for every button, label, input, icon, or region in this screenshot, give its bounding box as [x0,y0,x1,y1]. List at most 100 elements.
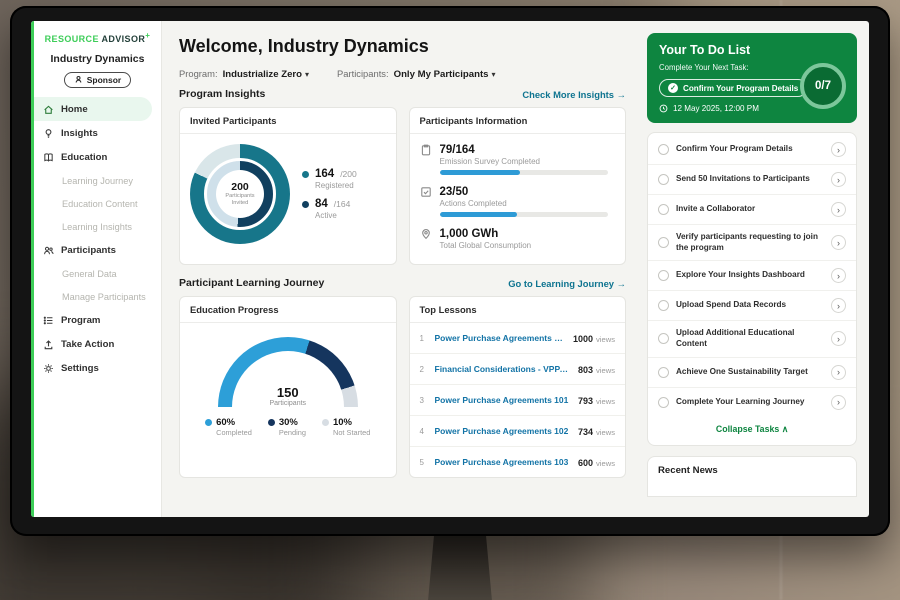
lesson-link[interactable]: Power Purchase Agreements 101 [434,333,565,343]
lesson-views: 734 [577,427,593,437]
task-checkbox[interactable] [658,237,669,249]
task-checkbox[interactable] [658,366,669,378]
task-checkbox[interactable] [658,270,669,282]
task-checkbox[interactable] [658,300,669,312]
chevron-right-icon[interactable]: › [831,142,846,157]
sidebar-item-learning-insights[interactable]: Learning Insights [34,215,161,238]
program-filter-value[interactable]: Industrialize Zero [222,69,302,80]
arrow-right-icon: → [616,277,626,289]
legend-label: Completed [216,428,252,437]
task-row-explore-insights[interactable]: Explore Your Insights Dashboard › [648,261,856,292]
sidebar-item-home[interactable]: Home [34,97,152,121]
sidebar-item-label: Take Action [61,338,115,350]
chevron-up-icon: ∧ [781,423,789,434]
legend-item-registered: 164 /200 Registered [302,168,357,190]
chevron-right-icon[interactable]: › [831,394,846,410]
sidebar-item-education-content[interactable]: Education Content [34,192,161,215]
lesson-link[interactable]: Power Purchase Agreements 101 [434,395,569,405]
sidebar-item-label: Manage Participants [62,291,146,302]
task-row-complete-journey[interactable]: Complete Your Learning Journey › [648,388,856,417]
lesson-link[interactable]: Power Purchase Agreements 103 [434,457,569,467]
task-row-send-invitations[interactable]: Send 50 Invitations to Participants › [648,165,856,195]
task-row-confirm-program[interactable]: Confirm Your Program Details › [648,135,856,165]
task-row-verify-participants[interactable]: Verify participants requesting to join t… [648,225,856,262]
sidebar-item-participants[interactable]: Participants [34,238,161,262]
chevron-right-icon[interactable]: › [831,298,846,314]
task-label: Complete Your Learning Journey [676,396,805,406]
education-gauge: 150 Participants [217,337,358,407]
task-label: Confirm Your Program Details [676,144,793,154]
lesson-row: 4 Power Purchase Agreements 102 734 views [409,416,625,447]
survey-progress-fill [439,170,521,175]
sidebar-item-manage-participants[interactable]: Manage Participants [34,285,161,308]
chevron-right-icon[interactable]: › [831,331,846,347]
sidebar-item-label: Education [61,151,108,163]
lesson-link[interactable]: Financial Considerations - VPPAs [434,364,570,374]
sponsor-badge[interactable]: Sponsor [63,71,132,88]
participants-information-card: Participants Information 79/164 Emission… [408,107,626,265]
participants-filter-value[interactable]: Only My Participants [393,69,489,80]
check-more-insights-link[interactable]: Check More Insights → [522,89,626,100]
lesson-link[interactable]: Power Purchase Agreements 102 [434,426,569,436]
checklist-icon [420,187,431,197]
sidebar-item-label: Settings [61,362,99,374]
task-label: Upload Spend Data Records [676,300,787,310]
main-content: Welcome, Industry Dynamics Program: Indus… [162,21,641,517]
task-checkbox[interactable] [658,204,669,215]
task-label: Achieve One Sustainability Target [676,366,808,376]
invited-donut-inner: 200 Participants Invited [204,158,276,230]
sidebar-nav: Home Insights Education Learning Journey… [34,97,161,380]
chevron-right-icon[interactable]: › [831,268,846,284]
card-title: Education Progress [180,297,396,323]
sidebar-item-insights[interactable]: Insights [34,121,161,145]
lesson-views-label: views [596,428,615,437]
legend-dot [302,170,309,178]
sidebar-item-label: Learning Journey [62,175,133,186]
sidebar-item-education[interactable]: Education [34,145,161,169]
task-row-invite-collaborator[interactable]: Invite a Collaborator › [648,195,856,225]
lesson-rank: 4 [419,426,424,436]
go-to-learning-journey-link[interactable]: Go to Learning Journey → [508,278,626,289]
donut-center-value: 200 [231,181,249,194]
link-label: Check More Insights [522,88,615,100]
info-label: Total Global Consumption [439,241,532,250]
todo-title: Your To Do List [659,43,751,57]
task-row-upload-spend-data[interactable]: Upload Spend Data Records › [648,291,856,322]
book-icon [44,152,53,162]
info-value: 1,000 GWh [439,228,499,240]
sidebar-item-general-data[interactable]: General Data [34,262,161,285]
collapse-tasks-link[interactable]: Collapse Tasks ∧ [648,417,856,443]
lessons-list: 1 Power Purchase Agreements 101 1000 view… [409,323,625,477]
chevron-right-icon[interactable]: › [831,172,846,187]
card-title: Top Lessons [409,297,625,323]
chevron-right-icon[interactable]: › [831,364,846,380]
tasks-list: Confirm Your Program Details › Send 50 I… [647,132,857,446]
logo-resource: RESOURCE [44,34,99,44]
chevron-down-icon[interactable]: ▾ [305,70,310,79]
sidebar-item-settings[interactable]: Settings [34,356,161,380]
sidebar-item-label: Participants [61,244,116,256]
lesson-views: 803 [577,365,593,375]
task-checkbox[interactable] [658,144,669,155]
invited-donut-outer: 200 Participants Invited [190,144,290,244]
next-task-pill[interactable]: ✓ Confirm Your Program Details [659,79,808,97]
chevron-right-icon[interactable]: › [831,235,846,251]
sidebar-item-learning-journey[interactable]: Learning Journey [34,169,161,192]
task-row-achieve-target[interactable]: Achieve One Sustainability Target › [648,358,856,388]
chevron-right-icon[interactable]: › [831,202,846,217]
info-row-consumption: 1,000 GWh Total Global Consumption [420,228,616,254]
task-row-upload-educational-content[interactable]: Upload Additional Educational Content › [648,321,856,358]
task-checkbox[interactable] [658,174,669,185]
gauge-center-value: 150 [276,385,299,400]
sidebar-item-label: Insights [61,127,98,139]
users-icon [44,246,54,254]
task-checkbox[interactable] [658,396,669,408]
education-gauge-center: 150 Participants [218,385,358,407]
chevron-down-icon[interactable]: ▾ [491,70,496,79]
lesson-views: 1000 [572,334,593,344]
sidebar-item-program[interactable]: Program [34,308,161,332]
learning-journey-title: Participant Learning Journey [179,277,325,289]
sidebar-item-take-action[interactable]: Take Action [34,332,161,356]
sidebar-item-label: Program [61,314,101,326]
task-checkbox[interactable] [658,333,669,345]
